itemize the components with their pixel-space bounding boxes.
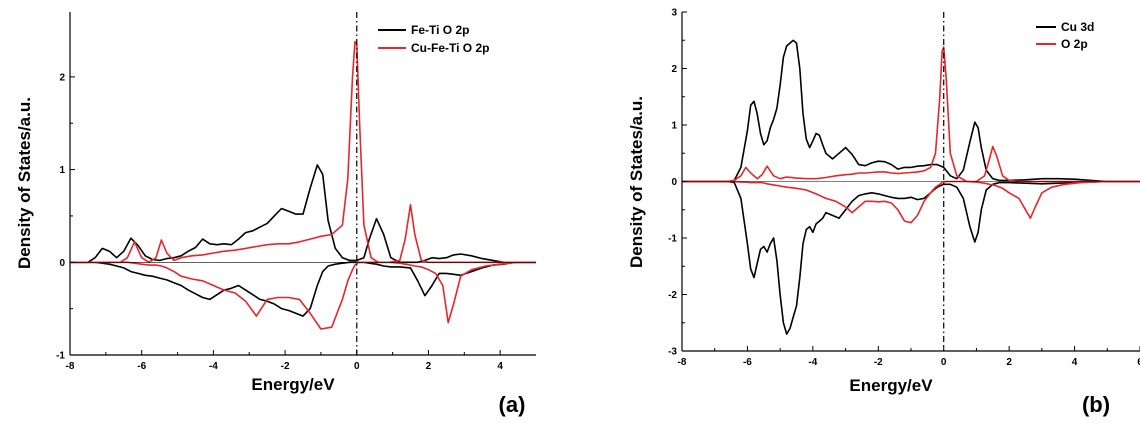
x-tick-label: -2 (874, 357, 883, 368)
legend-entry-label: Cu-Fe-Ti O 2p (411, 41, 489, 55)
plot-area (682, 39, 1140, 335)
x-tick-label: 2 (426, 361, 432, 372)
x-tick-label: -8 (678, 357, 687, 368)
y-tick-label: 1 (671, 121, 677, 132)
x-tick-label: 0 (941, 357, 947, 368)
series-2-spin-down-line (70, 261, 536, 330)
x-axis-label: Energy/eV (251, 375, 335, 394)
x-tick-label: -4 (808, 357, 817, 368)
legend-entry-label: Fe-Ti O 2p (411, 23, 469, 37)
y-tick-label: -2 (668, 290, 677, 301)
legend-entry-label: O 2p (1061, 37, 1088, 51)
panel-label: (b) (1082, 392, 1110, 417)
series-1-spin-up-line (70, 164, 536, 264)
y-tick-label: 1 (59, 165, 65, 176)
plot-area (70, 40, 536, 330)
legend: Cu 3d O 2p (1036, 20, 1094, 51)
y-axis-label: Density of States/a.u. (15, 97, 34, 269)
x-tick-label: -6 (743, 357, 752, 368)
x-tick-label: -8 (66, 361, 75, 372)
panel-label: (a) (499, 392, 526, 417)
y-tick-label: -1 (56, 351, 65, 362)
x-tick-label: -4 (209, 361, 218, 372)
y-tick-label: 0 (671, 177, 677, 188)
y-axis-label: Density of States/a.u. (627, 96, 646, 268)
series-2-spin-up-line (70, 40, 536, 264)
x-tick-label: 0 (354, 361, 360, 372)
y-tick-label: 0 (59, 258, 65, 269)
series-2-spin-up-line (682, 46, 1140, 183)
x-tick-label: 2 (1006, 357, 1012, 368)
chart-panel-a: -8 -6 -4 -2 0 2 4 -1 0 1 2 Energy/eV Density of Stat… (15, 12, 536, 417)
y-tick-label: 3 (671, 8, 677, 19)
series-1-spin-down-line (70, 261, 536, 317)
y-tick-label: -1 (668, 234, 677, 245)
x-tick-label: -2 (281, 361, 290, 372)
chart-panel-b: -8 -6 -4 -2 0 2 4 6 -3 -2 -1 0 1 2 3 Energy/eV Density o… (627, 8, 1140, 417)
y-tick-label: 2 (671, 64, 677, 75)
series-1-spin-down-line (682, 180, 1140, 335)
x-tick-label: 4 (1072, 357, 1078, 368)
series-1-spin-up-line (682, 39, 1140, 183)
x-axis-label: Energy/eV (849, 376, 933, 395)
y-tick-label: -3 (668, 347, 677, 358)
x-tick-label: -6 (137, 361, 146, 372)
legend: Fe-Ti O 2p Cu-Fe-Ti O 2p (378, 23, 489, 55)
x-tick-label: 4 (497, 361, 503, 372)
x-tick-label: 6 (1137, 357, 1140, 368)
series-2-spin-down-line (682, 180, 1140, 224)
legend-entry-label: Cu 3d (1061, 20, 1094, 34)
y-tick-label: 2 (59, 72, 65, 83)
